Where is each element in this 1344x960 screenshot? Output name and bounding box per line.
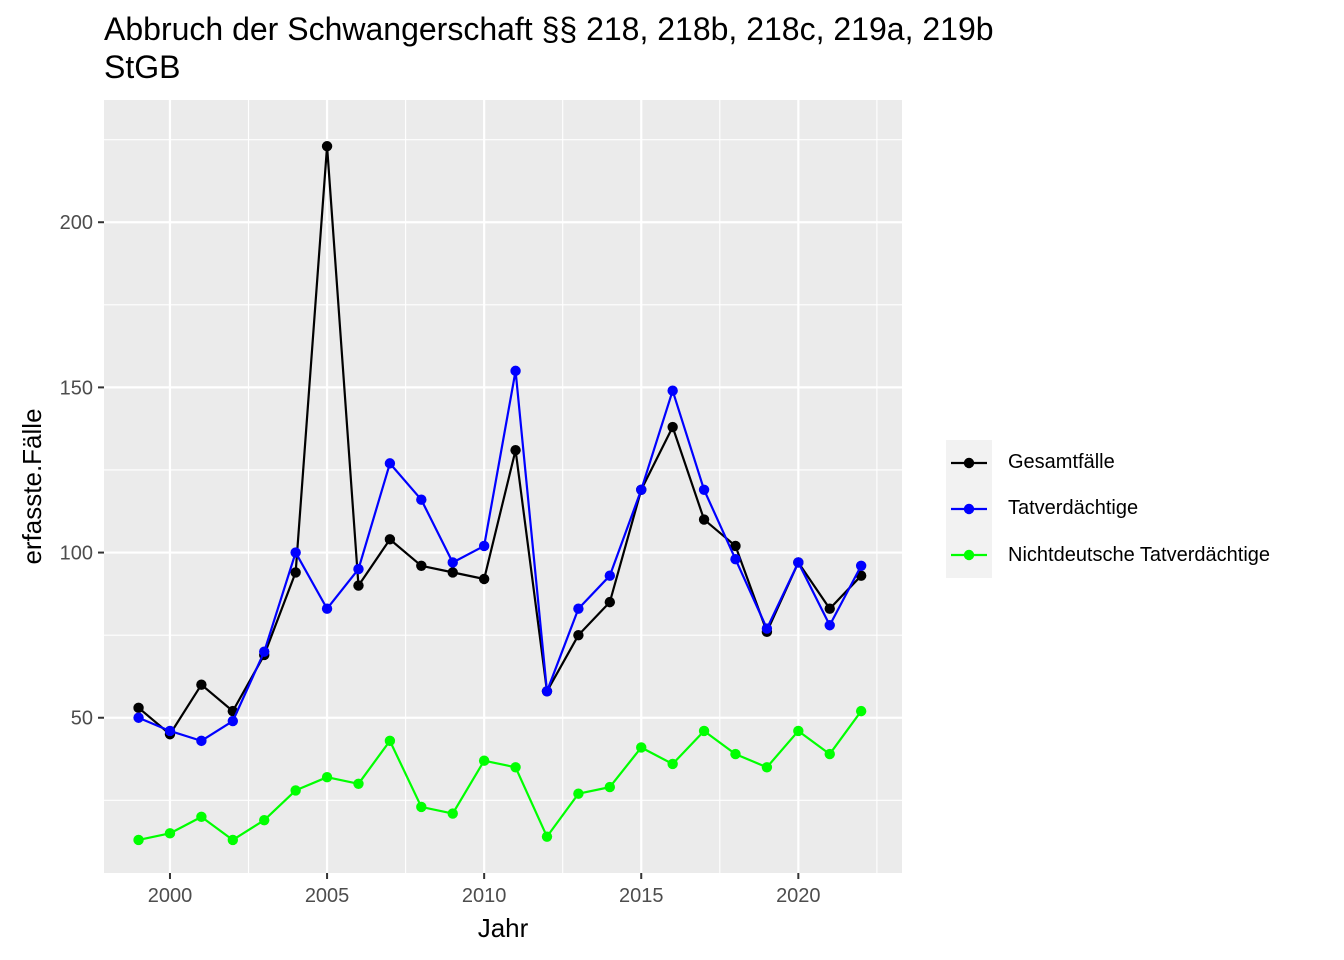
series-line	[138, 710, 863, 842]
data-point	[447, 808, 458, 819]
data-point	[321, 603, 333, 614]
grid-minor	[104, 100, 902, 873]
data-point	[855, 570, 867, 581]
data-point	[761, 762, 773, 773]
data-point	[259, 814, 270, 826]
legend-label-tatverdaechtige: Tatverdächtige	[1008, 497, 1139, 519]
y-axis-title: erfasste.Fälle	[17, 408, 47, 564]
data-point	[510, 365, 521, 377]
data-point	[416, 801, 427, 813]
data-point	[384, 534, 396, 545]
data-point	[636, 742, 647, 753]
data-point	[321, 141, 333, 152]
series-1	[133, 365, 867, 747]
y-tick-label: 150	[60, 377, 93, 399]
data-point	[604, 781, 616, 793]
data-point	[573, 603, 584, 614]
data-point	[478, 755, 490, 766]
data-point	[541, 831, 553, 842]
data-point	[321, 772, 333, 783]
x-axis-title: Jahr	[478, 913, 529, 943]
data-point	[353, 778, 364, 790]
legend-key-point	[963, 457, 975, 469]
data-point	[164, 725, 176, 737]
data-point	[259, 646, 270, 657]
data-point	[855, 705, 867, 717]
axis-ticks	[98, 221, 800, 879]
data-point	[667, 385, 678, 396]
data-point	[290, 785, 301, 796]
x-tick-label: 2000	[148, 885, 193, 907]
data-point	[793, 725, 804, 737]
data-point	[730, 553, 741, 565]
data-point	[227, 715, 239, 727]
data-point	[447, 567, 458, 578]
data-point	[698, 484, 710, 496]
legend-keys	[951, 457, 987, 561]
data-point	[290, 567, 301, 578]
data-point	[353, 563, 364, 575]
data-point	[478, 573, 490, 585]
series-layer	[133, 141, 867, 846]
data-point	[604, 596, 616, 608]
tick-labels: 2000 2005 2010 2015 2020 50 100 150 200	[60, 212, 821, 907]
x-tick-label: 2020	[776, 885, 821, 907]
data-point	[824, 748, 835, 760]
chart-title: Abbruch der Schwangerschaft §§ 218, 218b…	[104, 11, 994, 85]
series-line	[138, 369, 863, 742]
data-point	[604, 570, 616, 581]
data-point	[541, 686, 553, 697]
series-2	[133, 705, 867, 846]
data-point	[290, 547, 301, 558]
y-tick-label: 100	[60, 543, 93, 565]
legend-label-gesamtfaelle: Gesamtfälle	[1008, 451, 1115, 473]
data-point	[730, 748, 741, 760]
data-point	[384, 735, 396, 747]
data-point	[196, 811, 207, 823]
legend-label-nichtdeutsche-tatverdaechtige: Nichtdeutsche Tatverdächtige	[1008, 544, 1271, 566]
x-tick-label: 2005	[305, 885, 350, 907]
data-point	[384, 458, 396, 469]
data-point	[667, 758, 678, 770]
data-point	[698, 725, 710, 737]
data-point	[698, 514, 710, 525]
data-point	[227, 834, 239, 846]
data-point	[416, 494, 427, 505]
data-point	[510, 762, 521, 773]
data-point	[855, 560, 867, 571]
panel-background	[104, 100, 902, 873]
grid-major	[104, 100, 902, 873]
data-point	[133, 712, 144, 723]
data-point	[164, 828, 176, 839]
legend-key-point	[963, 503, 975, 515]
x-tick-label: 2010	[462, 885, 507, 907]
data-point	[196, 735, 207, 747]
x-tick-label: 2015	[619, 885, 664, 907]
y-tick-label: 200	[60, 212, 93, 234]
data-point	[416, 560, 427, 571]
y-tick-label: 50	[71, 708, 93, 730]
data-point	[133, 834, 144, 846]
data-point	[793, 557, 804, 568]
legend	[946, 440, 992, 578]
data-point	[573, 788, 584, 799]
data-point	[447, 557, 458, 568]
data-point	[478, 540, 490, 552]
data-point	[353, 580, 364, 591]
data-point	[761, 623, 773, 634]
data-point	[824, 620, 835, 631]
legend-key-point	[963, 549, 975, 561]
data-point	[196, 679, 207, 690]
data-point	[636, 484, 647, 496]
data-point	[573, 629, 584, 641]
data-point	[510, 444, 521, 456]
data-point	[730, 540, 741, 552]
data-point	[667, 421, 678, 433]
data-point	[824, 603, 835, 614]
data-point	[133, 702, 144, 714]
